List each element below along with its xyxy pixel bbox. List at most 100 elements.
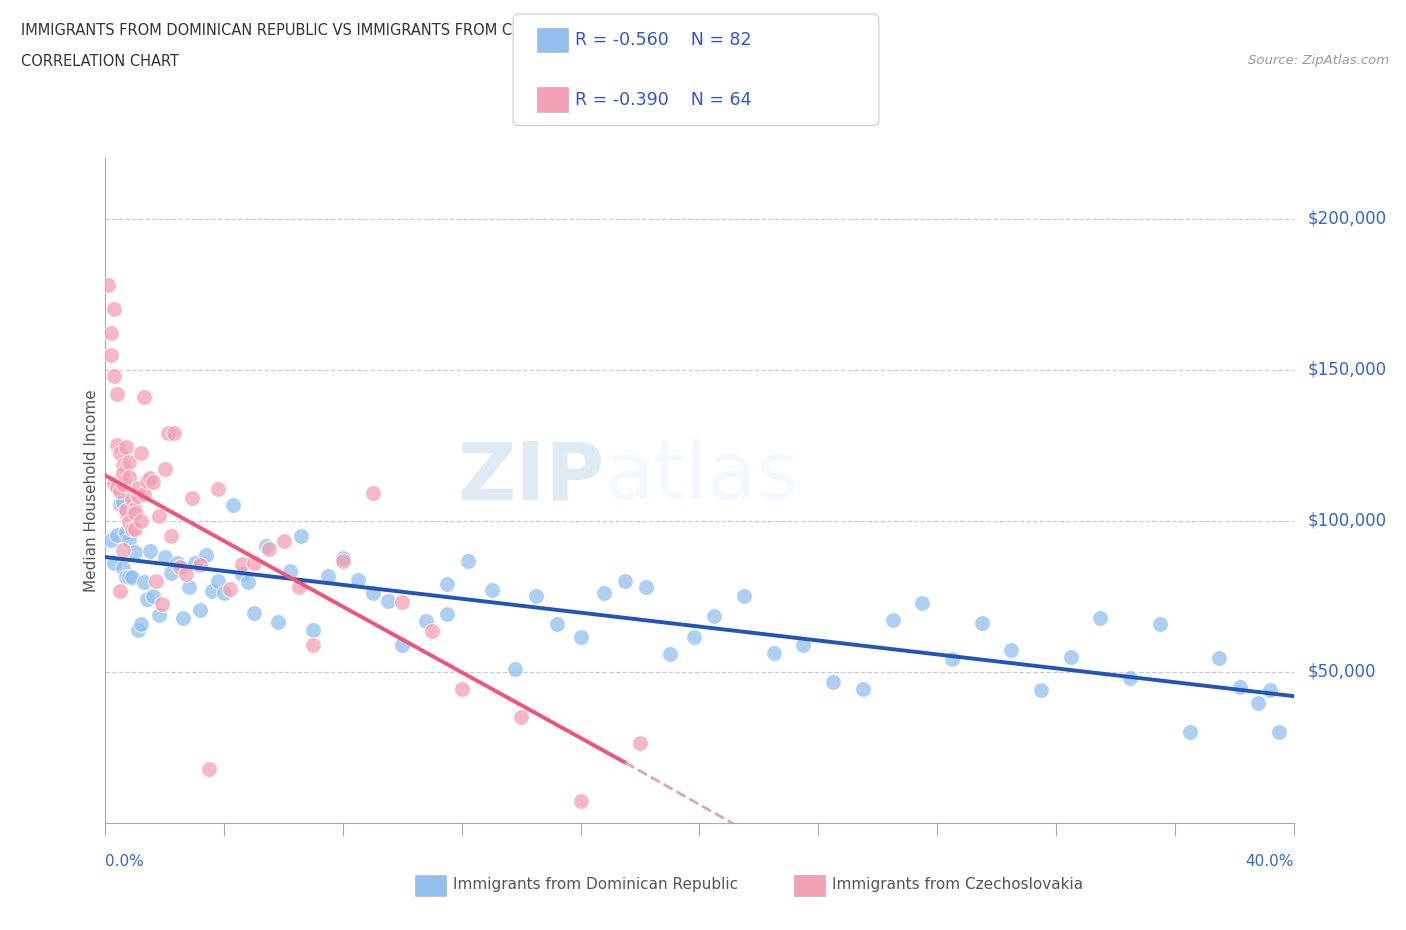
Point [361,585,384,600]
Point [546,617,568,631]
Point [150,596,173,611]
Point [510,710,533,724]
Point [118,470,141,485]
Point [115,502,138,517]
Point [882,612,904,627]
Point [231,556,253,571]
Point [243,605,266,620]
Text: atlas: atlas [605,438,799,516]
Point [105,387,128,402]
Point [302,637,325,652]
Point [302,622,325,637]
Point [183,556,205,571]
Point [118,514,141,529]
Point [163,426,186,441]
Point [1178,725,1201,740]
Point [278,564,301,578]
Point [121,570,143,585]
Y-axis label: Median Household Income: Median Household Income [83,389,98,592]
Point [127,481,149,496]
Text: $200,000: $200,000 [1308,209,1386,228]
Point [180,490,202,505]
Point [267,614,290,629]
Point [524,589,547,604]
Point [703,609,725,624]
Text: 40.0%: 40.0% [1246,854,1294,869]
Point [231,566,253,581]
Point [361,485,384,500]
Point [1149,617,1171,631]
Point [115,506,138,521]
Point [1000,643,1022,658]
Point [142,474,165,489]
Point [97,277,120,292]
Point [852,682,875,697]
Point [159,528,181,543]
Point [100,347,122,362]
Point [129,445,152,460]
Point [614,573,637,588]
Text: Immigrants from Dominican Republic: Immigrants from Dominican Republic [453,877,738,892]
Point [172,610,194,625]
Point [105,480,128,495]
Point [121,491,143,506]
Point [682,630,704,644]
Point [124,505,146,520]
Text: Source: ZipAtlas.com: Source: ZipAtlas.com [1249,54,1389,67]
Text: 0.0%: 0.0% [105,854,145,869]
Text: $50,000: $50,000 [1308,663,1376,681]
Point [236,575,259,590]
Point [1029,683,1052,698]
Point [347,573,370,588]
Point [115,440,138,455]
Point [174,566,197,581]
Point [118,569,141,584]
Point [450,682,472,697]
Point [190,603,212,618]
Point [105,437,128,452]
Point [136,591,159,606]
Point [505,661,527,676]
Point [103,301,125,316]
Point [112,458,135,472]
Point [145,573,167,588]
Point [103,368,125,383]
Point [762,645,785,660]
Point [593,586,616,601]
Point [153,462,176,477]
Point [634,579,657,594]
Text: $100,000: $100,000 [1308,512,1386,530]
Point [628,736,651,751]
Point [1060,649,1083,664]
Point [792,638,814,653]
Point [254,538,277,553]
Point [207,574,229,589]
Point [112,543,135,558]
Text: R = -0.390    N = 64: R = -0.390 N = 64 [575,90,752,109]
Point [115,525,138,539]
Point [127,488,149,503]
Point [148,607,170,622]
Point [733,589,755,604]
Point [911,596,934,611]
Point [219,581,242,596]
Point [100,532,122,547]
Point [941,651,963,666]
Point [1247,696,1270,711]
Point [1119,671,1142,685]
Point [112,477,135,492]
Point [110,477,132,492]
Text: R = -0.560    N = 82: R = -0.560 N = 82 [575,31,752,49]
Point [970,616,993,631]
Point [377,593,399,608]
Point [124,501,146,516]
Point [457,553,479,568]
Point [332,551,354,565]
Point [177,579,200,594]
Point [658,646,681,661]
Point [110,445,132,460]
Point [332,553,354,568]
Point [207,481,229,496]
Point [214,585,236,600]
Point [436,606,458,621]
